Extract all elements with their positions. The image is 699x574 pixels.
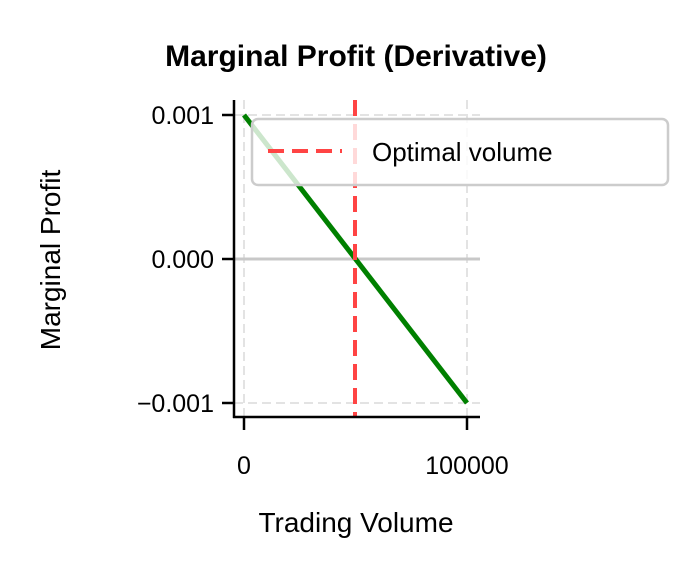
legend-box [250, 117, 670, 187]
x-ticks [242, 417, 469, 430]
y-axis-label: Marginal Profit [35, 170, 66, 351]
x-tick-label-0: 0 [237, 452, 251, 480]
y-tick-label-mid: 0.000 [151, 246, 214, 274]
legend-optimal-volume-label: Optimal volume [372, 137, 553, 167]
chart-title: Marginal Profit (Derivative) [165, 40, 547, 73]
y-tick-label-bottom: −0.001 [137, 390, 214, 418]
y-ticks [222, 113, 234, 405]
y-tick-label-top: 0.001 [151, 102, 214, 130]
x-tick-label-100000: 100000 [425, 452, 508, 480]
legend: Optimal volume [250, 117, 670, 187]
x-axis-label: Trading Volume [258, 507, 453, 538]
